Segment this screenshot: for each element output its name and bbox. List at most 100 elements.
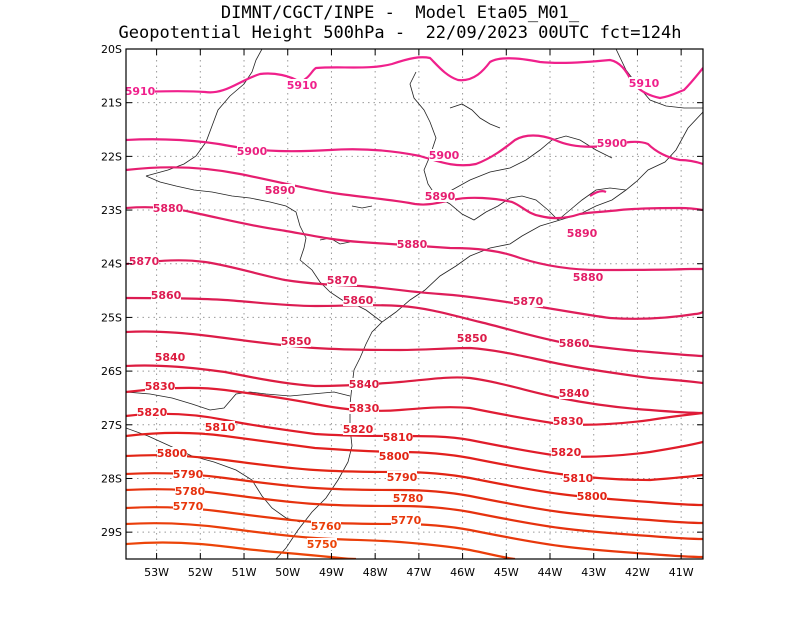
contour-label-5870: 5870	[129, 255, 160, 268]
river-3	[351, 205, 373, 209]
x-tick-label: 47W	[406, 566, 431, 579]
contour-label-5810: 5810	[205, 421, 236, 434]
contour-label-5890: 5890	[425, 190, 456, 203]
contour-label-layer: 5910 5910 5910 5900 5900 5900 5890 5890 5890 5880…	[125, 77, 660, 551]
contour-label-5770: 5770	[391, 514, 422, 527]
contour-label-bg	[173, 468, 203, 480]
contour-label-bg	[379, 450, 409, 462]
x-tick-label: 52W	[188, 566, 213, 579]
y-tick-label: 29S	[101, 526, 122, 539]
contour-label-bg	[327, 274, 357, 286]
contour-label-5910: 5910	[287, 79, 318, 92]
contour-label-5910: 5910	[125, 85, 156, 98]
contour-label-5840: 5840	[559, 387, 590, 400]
contour-label-bg	[175, 485, 205, 497]
contour-label-5830: 5830	[145, 380, 176, 393]
y-tick-label: 21S	[101, 97, 122, 110]
contour-label-bg	[125, 85, 155, 97]
contour-line-5830	[126, 386, 703, 426]
y-tick-label: 24S	[101, 258, 122, 271]
state-border-4	[145, 49, 263, 177]
contour-line-5770	[126, 506, 703, 559]
state-border-9	[435, 135, 613, 197]
contour-label-5820: 5820	[137, 406, 168, 419]
contour-label-bg	[151, 289, 181, 301]
contour-label-bg	[551, 446, 581, 458]
y-tick-label: 20S	[101, 43, 122, 56]
y-axis: 20S 21S 22S 23S 24S 25S 26S 27S 28S 29S	[101, 43, 703, 539]
contour-label-5890: 5890	[567, 227, 598, 240]
contour-label-bg	[153, 202, 183, 214]
contour-label-5840: 5840	[155, 351, 186, 364]
y-tick-label: 25S	[101, 311, 122, 324]
contour-label-5790: 5790	[387, 471, 418, 484]
contour-label-bg	[559, 337, 589, 349]
state-border-3	[145, 175, 307, 261]
x-tick-label: 42W	[625, 566, 650, 579]
contour-label-5860: 5860	[151, 289, 182, 302]
contour-label-bg	[145, 380, 175, 392]
contour-line-5880	[126, 206, 703, 272]
contour-label-bg	[137, 406, 167, 418]
contour-label-5820: 5820	[343, 423, 374, 436]
contour-label-bg	[157, 447, 187, 459]
contour-label-bg	[429, 149, 459, 161]
contour-label-bg	[597, 137, 627, 149]
x-tick-label: 48W	[363, 566, 388, 579]
state-border-5	[299, 259, 383, 323]
contour-label-bg	[307, 538, 337, 550]
contour-label-5900: 5900	[237, 145, 268, 158]
contour-label-5840: 5840	[349, 378, 380, 391]
contour-label-5880: 5880	[573, 271, 604, 284]
contour-label-5780: 5780	[393, 492, 424, 505]
contour-line-5900	[589, 190, 607, 197]
x-tick-label: 45W	[494, 566, 519, 579]
contour-label-bg	[349, 378, 379, 390]
x-tick-label: 49W	[319, 566, 344, 579]
contour-label-5850: 5850	[281, 335, 312, 348]
contour-line-5850	[126, 330, 703, 385]
state-border-1	[126, 391, 351, 411]
x-tick-label: 53W	[144, 566, 169, 579]
y-tick-label: 28S	[101, 472, 122, 485]
x-tick-label: 43W	[581, 566, 606, 579]
river-2	[319, 237, 351, 245]
contour-label-5870: 5870	[327, 274, 358, 287]
contour-label-bg	[383, 431, 413, 443]
contour-label-5880: 5880	[397, 238, 428, 251]
contour-label-bg	[281, 335, 311, 347]
contour-label-5820: 5820	[551, 446, 582, 459]
contour-label-5770: 5770	[173, 500, 204, 513]
contour-label-bg	[129, 255, 159, 267]
river-1	[449, 103, 501, 129]
contour-line-5790	[126, 472, 703, 525]
contour-label-bg	[311, 520, 341, 532]
contour-line-5910	[126, 56, 703, 100]
contour-label-bg	[397, 238, 427, 250]
coastline-main	[275, 111, 703, 559]
contour-label-bg	[563, 472, 593, 484]
contour-line-5890	[126, 166, 703, 220]
contour-line-5860	[126, 296, 703, 358]
chart-title-line-1: DIMNT/CGCT/INPE - Model Eta05_M01_	[220, 3, 580, 23]
plot-frame	[125, 48, 704, 560]
contour-label-5900: 5900	[429, 149, 460, 162]
contour-label-5760: 5760	[311, 520, 342, 533]
contour-line-5870	[126, 259, 703, 320]
contour-label-bg	[265, 184, 295, 196]
contour-line-5800	[126, 454, 703, 507]
x-tick-label: 51W	[232, 566, 257, 579]
contour-label-5860: 5860	[343, 294, 374, 307]
contour-label-bg	[567, 227, 597, 239]
y-tick-label: 27S	[101, 419, 122, 432]
y-tick-label: 23S	[101, 204, 122, 217]
y-tick-label: 26S	[101, 365, 122, 378]
contour-line-5760	[126, 522, 516, 559]
contour-label-bg	[577, 490, 607, 502]
contour-label-5890: 5890	[265, 184, 296, 197]
contour-line-5840	[126, 364, 703, 415]
contour-label-bg	[343, 423, 373, 435]
contour-label-5750: 5750	[307, 538, 338, 551]
contour-line-5810	[126, 431, 703, 482]
